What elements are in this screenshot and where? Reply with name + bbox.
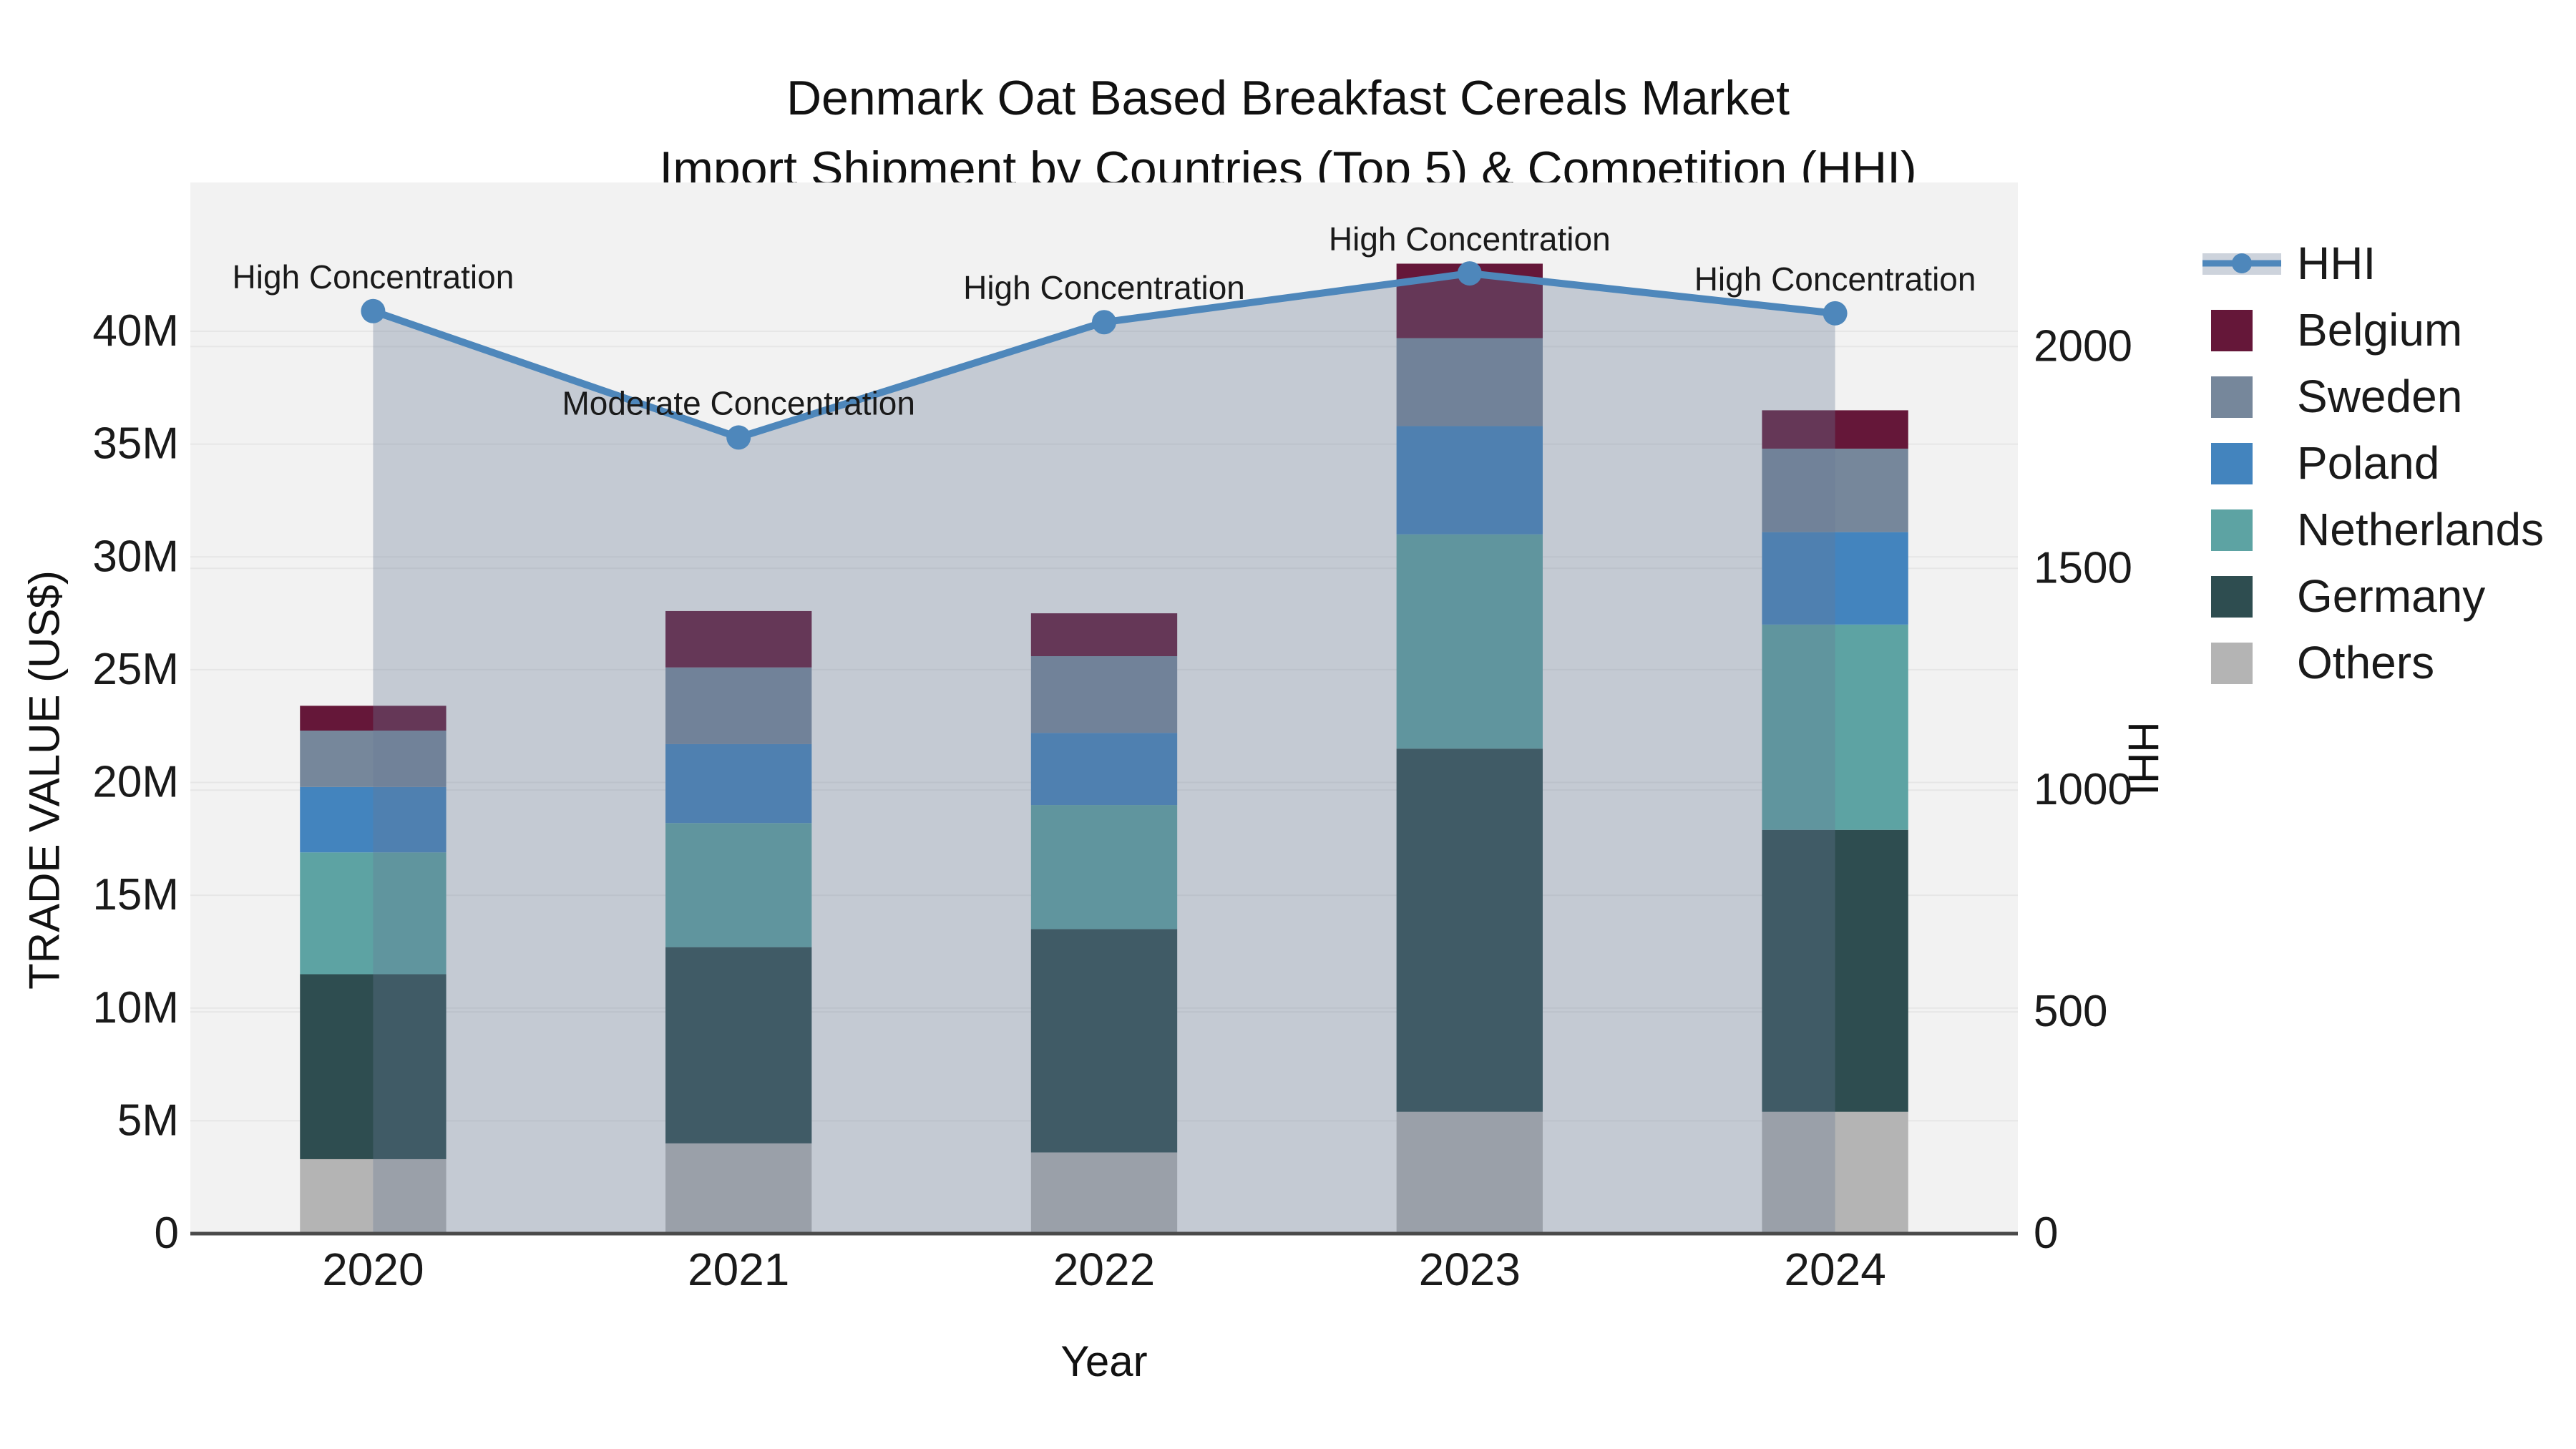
hhi-point-2023 bbox=[1457, 261, 1482, 286]
hhi-point-2024 bbox=[1823, 301, 1848, 326]
y-left-tick-25M: 25M bbox=[92, 645, 179, 694]
x-tick-2024: 2024 bbox=[1784, 1244, 1885, 1295]
bar-segment-others-2023 bbox=[1396, 1111, 1543, 1234]
bar-segment-others-2022 bbox=[1030, 1152, 1178, 1234]
bar-segment-netherlands-2022 bbox=[1030, 805, 1178, 930]
bar-segment-sweden-2020 bbox=[300, 731, 447, 787]
legend-swatch-poland bbox=[2211, 443, 2253, 484]
bar-segment-belgium-2020 bbox=[300, 706, 447, 731]
annotation-2020: High Concentration bbox=[233, 258, 514, 296]
bar-segment-others-2021 bbox=[665, 1143, 812, 1234]
y-left-tick-40M: 40M bbox=[92, 306, 179, 356]
annotation-2021: Moderate Concentration bbox=[562, 384, 915, 421]
y-right-tick-1000: 1000 bbox=[2034, 765, 2132, 814]
bar-segment-netherlands-2023 bbox=[1396, 534, 1543, 749]
bar-segment-sweden-2022 bbox=[1030, 655, 1178, 733]
legend-swatch-sweden bbox=[2211, 376, 2253, 418]
y-left-tick-5M: 5M bbox=[117, 1096, 179, 1145]
bar-segment-belgium-2022 bbox=[1030, 613, 1178, 656]
hhi-point-2020 bbox=[361, 298, 386, 323]
y-left-tick-30M: 30M bbox=[92, 532, 179, 581]
bar-segment-poland-2024 bbox=[1762, 532, 1908, 625]
legend-swatch-belgium bbox=[2211, 310, 2253, 351]
x-tick-2023: 2023 bbox=[1419, 1244, 1521, 1295]
bar-segment-sweden-2023 bbox=[1396, 338, 1543, 426]
hhi-area-fill bbox=[373, 273, 1835, 1234]
hhi-point-2021 bbox=[726, 425, 751, 450]
bar-segment-netherlands-2024 bbox=[1762, 624, 1908, 830]
x-tick-2022: 2022 bbox=[1053, 1244, 1155, 1295]
legend-swatch-netherlands bbox=[2211, 509, 2253, 551]
bar-segment-germany-2022 bbox=[1030, 929, 1178, 1153]
chart-title: Denmark Oat Based Breakfast Cereals Mark… bbox=[659, 63, 1916, 204]
legend-hhi-marker bbox=[2232, 253, 2252, 273]
bar-segment-poland-2022 bbox=[1030, 733, 1178, 806]
y-right-tick-500: 500 bbox=[2034, 987, 2107, 1036]
y-left-tick-20M: 20M bbox=[92, 758, 179, 807]
legend-label-sweden: Sweden bbox=[2297, 371, 2462, 422]
bar-segment-belgium-2024 bbox=[1762, 410, 1908, 449]
hhi-point-2022 bbox=[1092, 310, 1116, 335]
bar-segment-germany-2024 bbox=[1762, 829, 1908, 1112]
bar-segment-germany-2021 bbox=[665, 947, 812, 1143]
annotation-2024: High Concentration bbox=[1694, 260, 1976, 298]
y-left-tick-35M: 35M bbox=[92, 419, 179, 469]
title-line-1: Denmark Oat Based Breakfast Cereals Mark… bbox=[786, 71, 1790, 125]
legend-swatch-germany bbox=[2211, 576, 2253, 618]
bar-segment-others-2024 bbox=[1762, 1111, 1908, 1234]
legend-label-netherlands: Netherlands bbox=[2297, 504, 2544, 555]
bar-segment-sweden-2024 bbox=[1762, 448, 1908, 532]
legend-label-others: Others bbox=[2297, 637, 2434, 688]
bar-segment-germany-2023 bbox=[1396, 748, 1543, 1112]
legend-label-germany: Germany bbox=[2297, 570, 2485, 622]
x-tick-2020: 2020 bbox=[322, 1244, 424, 1295]
bar-segment-belgium-2021 bbox=[665, 610, 812, 668]
y-right-tick-2000: 2000 bbox=[2034, 321, 2132, 371]
bar-segment-poland-2021 bbox=[665, 743, 812, 824]
x-axis-label: Year bbox=[1060, 1337, 1148, 1385]
y-left-tick-10M: 10M bbox=[92, 983, 179, 1033]
legend-label-poland: Poland bbox=[2297, 437, 2439, 489]
bar-segment-poland-2020 bbox=[300, 786, 447, 853]
legend-label-belgium: Belgium bbox=[2297, 304, 2462, 356]
annotation-2023: High Concentration bbox=[1329, 220, 1611, 258]
y-left-tick-15M: 15M bbox=[92, 870, 179, 919]
bar-segment-netherlands-2021 bbox=[665, 823, 812, 947]
bar-segment-netherlands-2020 bbox=[300, 852, 447, 975]
bar-segment-others-2020 bbox=[300, 1158, 447, 1234]
legend-swatch-others bbox=[2211, 643, 2253, 684]
bar-segment-sweden-2021 bbox=[665, 667, 812, 744]
bar-segment-poland-2023 bbox=[1396, 426, 1543, 535]
bar-segment-germany-2020 bbox=[300, 974, 447, 1159]
x-tick-2021: 2021 bbox=[688, 1244, 789, 1295]
legend-label-hhi: HHI bbox=[2297, 238, 2376, 289]
annotation-2022: High Concentration bbox=[963, 269, 1245, 306]
y-left-tick-0: 0 bbox=[155, 1209, 179, 1258]
y-right-tick-1500: 1500 bbox=[2034, 543, 2132, 592]
y-right-tick-0: 0 bbox=[2034, 1209, 2058, 1258]
